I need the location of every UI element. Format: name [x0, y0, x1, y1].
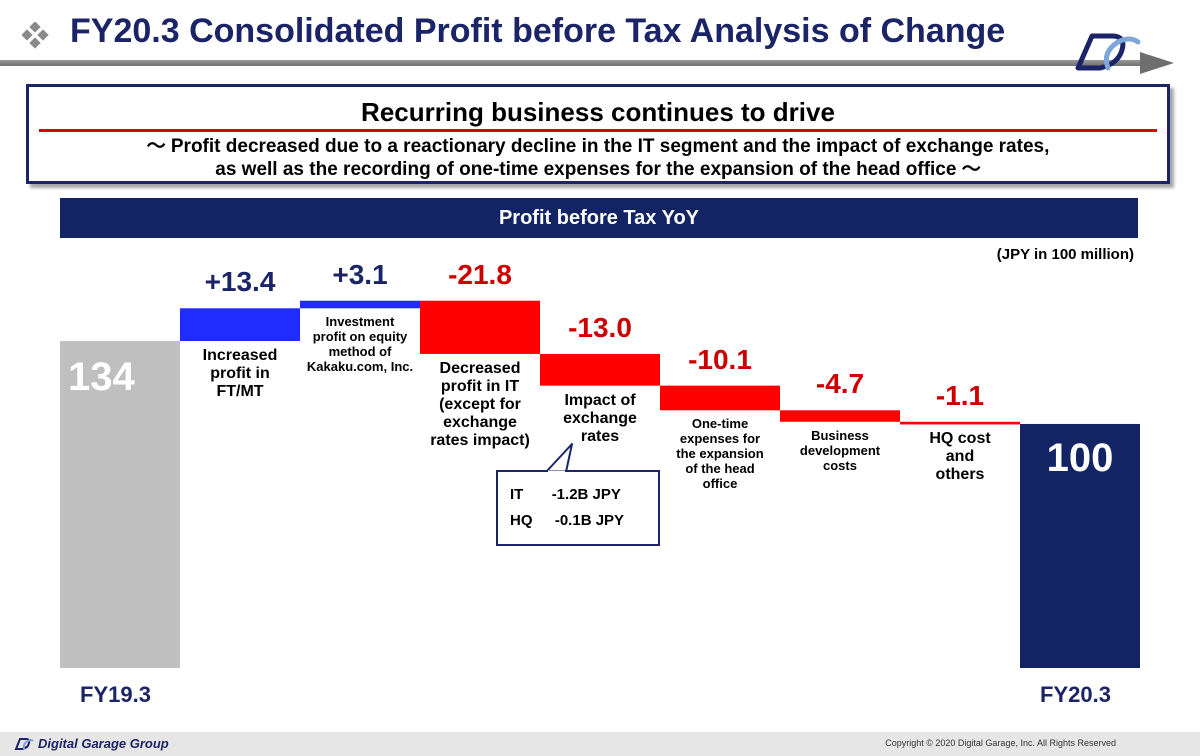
- message-divider: [39, 129, 1157, 132]
- bar-step-value: -10.1: [688, 343, 752, 375]
- bar-step-5: [660, 385, 780, 411]
- bar-step-label: Business development costs: [780, 428, 900, 473]
- chart-title: Profit before Tax YoY: [498, 207, 700, 229]
- bar-step-label-line: development: [799, 442, 881, 458]
- callout-seg: IT: [510, 486, 524, 503]
- bar-step-value: -13.0: [568, 311, 632, 343]
- bar-step-label-line: Business: [811, 427, 869, 443]
- bar-step-label-line: exchange: [563, 409, 637, 427]
- page-title: FY20.3 Consolidated Profit before Tax An…: [70, 12, 1006, 50]
- bar-step-label-line: HQ cost: [929, 430, 991, 448]
- bar-step-value: +3.1: [332, 258, 388, 290]
- bar-step-7: [900, 421, 1020, 425]
- message-subtext-line-2: as well as the recording of one-time exp…: [215, 159, 981, 180]
- bar-step-label: HQ cost and others: [900, 430, 1020, 484]
- callout-row-it: IT -1.2B JPY: [510, 486, 621, 503]
- bar-step-label: Decreased profit in IT (except for exchange…: [420, 360, 540, 450]
- diamond-bullet-icon: [22, 22, 49, 49]
- bar-step-label-line: profit in IT: [440, 377, 520, 395]
- message-subtext: ～ Profit decreased due to a reactionary …: [29, 135, 1167, 181]
- message-subtext-line-1: ～ Profit decreased due to a reactionary …: [146, 136, 1050, 157]
- bar-end: [1020, 423, 1140, 668]
- unit-label: (JPY in 100 million): [996, 246, 1134, 263]
- bar-step-label: Impact of exchange rates: [540, 392, 660, 446]
- bar-step-label-line: others: [935, 466, 985, 484]
- callout-seg: HQ: [510, 512, 533, 529]
- bar-step-label-line: Decreased: [439, 359, 521, 377]
- bar-step-label-line: profit in: [210, 365, 270, 382]
- bar-step-label-line: Investment: [325, 314, 395, 330]
- bar-step-value: +13.4: [204, 266, 276, 298]
- company-logo-icon: [1075, 33, 1141, 71]
- bar-step-2: [300, 300, 420, 309]
- bar-end-value: 100: [1046, 435, 1114, 480]
- bar-step-label-line: One-time: [691, 416, 749, 432]
- arrow-icon: [1140, 52, 1174, 74]
- bar-step-label-line: Impact of: [564, 391, 636, 409]
- bar-start-value: 134: [68, 355, 135, 399]
- bar-step-label-line: costs: [823, 457, 857, 473]
- footer-logo-icon: [14, 738, 34, 750]
- bar-step-label: One-time expenses for the expansion of the …: [660, 416, 780, 491]
- chart-title-banner: Profit before Tax YoY: [60, 198, 1138, 238]
- bar-step-6: [780, 410, 900, 422]
- bar-step-3: [420, 300, 540, 354]
- bar-step-label-line: method of: [328, 344, 392, 360]
- title-underline: [0, 60, 1150, 66]
- title-bar: FY20.3 Consolidated Profit before Tax An…: [0, 0, 1200, 74]
- callout-amount: -1.2B JPY: [551, 486, 621, 503]
- bar-start: [60, 341, 180, 668]
- bar-step-label-line: expenses for: [679, 431, 761, 447]
- footer: Digital Garage Group Copyright © 2020 Di…: [0, 732, 1200, 756]
- bar-step-label-line: Increased: [202, 347, 278, 364]
- bar-step-4: [540, 353, 660, 386]
- footer-copyright: Copyright © 2020 Digital Garage, Inc. Al…: [885, 738, 1116, 748]
- bar-step-value: -21.8: [448, 258, 512, 290]
- key-message-box: Recurring business continues to drive ～ …: [26, 84, 1170, 184]
- footer-company-name: Digital Garage Group: [38, 736, 169, 751]
- bar-step-label-line: rates: [580, 427, 620, 445]
- bar-step-label-line: FT/MT: [216, 383, 264, 400]
- end-axis-label: FY20.3: [1040, 682, 1111, 707]
- bar-step-label: Investment profit on equity method of Kakak…: [300, 314, 420, 374]
- bar-step-label-line: profit on equity: [312, 329, 408, 345]
- bar-step-value: -4.7: [815, 368, 865, 400]
- bar-step-label-line: (except for: [439, 395, 521, 413]
- callout-box: IT -1.2B JPY HQ -0.1B JPY: [496, 470, 660, 546]
- bar-step-label-line: Kakaku.com, Inc.: [306, 359, 414, 375]
- callout-row-hq: HQ -0.1B JPY: [510, 512, 624, 529]
- bar-step-label-line: the expansion: [676, 446, 764, 462]
- bar-step-label-line: and: [945, 448, 975, 466]
- bar-step-label-line: rates impact): [430, 431, 530, 449]
- callout-amount: -0.1B JPY: [554, 512, 625, 529]
- bar-step-label: Increased profit in FT/MT: [180, 347, 300, 401]
- start-axis-label: FY19.3: [80, 682, 151, 707]
- bar-step-label-line: office: [702, 476, 738, 492]
- bar-step-value: -1.1: [935, 379, 985, 411]
- bar-step-label-line: exchange: [443, 413, 517, 431]
- message-headline: Recurring business continues to drive: [361, 97, 835, 127]
- bar-step-1: [180, 308, 300, 341]
- bar-step-label-line: of the head: [685, 461, 755, 477]
